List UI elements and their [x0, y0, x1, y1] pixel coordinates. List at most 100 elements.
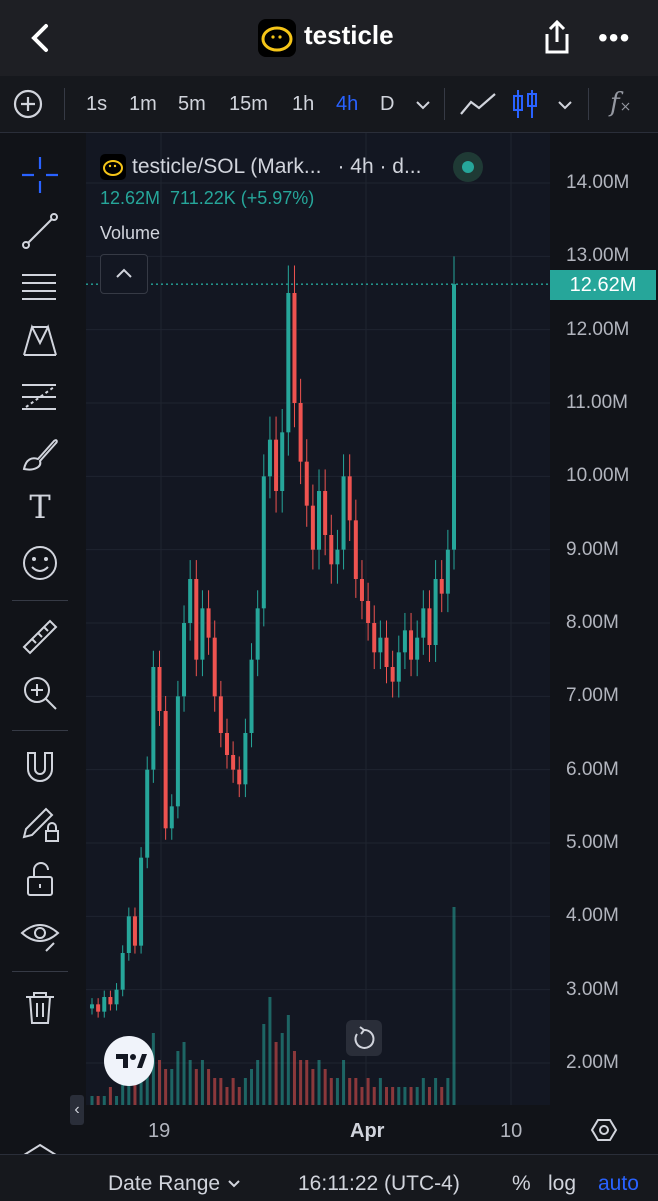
volume-bar — [348, 1078, 352, 1105]
page-title: testicle — [304, 20, 394, 50]
fx-label: f — [610, 88, 620, 118]
candle-body — [317, 491, 322, 550]
timeframe-D[interactable]: D — [380, 93, 395, 115]
magnet-icon[interactable] — [18, 745, 62, 789]
candle-body — [212, 637, 217, 697]
volume-bar — [280, 1033, 284, 1105]
volume-bar — [115, 1096, 119, 1105]
price-tick: 13.00M — [566, 245, 630, 267]
reset-rotate-icon[interactable] — [346, 1020, 382, 1056]
date-range-button[interactable]: Date Range — [108, 1172, 221, 1195]
chevron-down-icon[interactable] — [226, 1178, 242, 1190]
time-tick: Apr — [350, 1120, 385, 1142]
pattern-icon[interactable] — [18, 319, 62, 363]
crosshair-icon[interactable] — [18, 153, 62, 197]
lock-drawing-icon[interactable] — [18, 801, 62, 845]
volume-bar — [157, 1060, 161, 1105]
ruler-icon[interactable] — [18, 615, 62, 659]
more-dots-icon[interactable]: ••• — [598, 22, 631, 53]
candle-body — [175, 696, 180, 807]
clock-time[interactable]: 16:11:22 (UTC-4) — [298, 1172, 460, 1195]
eye-icon[interactable] — [18, 913, 62, 957]
candle-body — [182, 623, 187, 697]
text-tool-icon[interactable]: T — [29, 488, 51, 526]
trash-icon[interactable] — [18, 985, 62, 1029]
candle-body — [359, 579, 364, 601]
chart-pane[interactable] — [86, 133, 550, 1105]
timeframe-5m[interactable]: 5m — [178, 93, 206, 115]
collapse-toolbar-label: ‹ — [74, 1101, 80, 1118]
line-chart-icon[interactable] — [458, 90, 498, 118]
candle-body — [304, 461, 309, 506]
candle-body — [415, 637, 420, 660]
legend-collapse-button[interactable] — [100, 254, 148, 294]
volume-bar — [311, 1069, 315, 1105]
timeframe-1m[interactable]: 1m — [129, 93, 157, 115]
volume-bar — [372, 1087, 376, 1105]
candle-body — [323, 491, 328, 535]
price-tick: 8.00M — [566, 612, 619, 633]
trendline-icon[interactable] — [18, 209, 62, 253]
candle-body — [427, 608, 432, 645]
candle-body — [439, 579, 444, 594]
chevron-down-icon[interactable] — [556, 98, 574, 112]
plus-circle-icon[interactable] — [12, 88, 44, 120]
timeframe-1h[interactable]: 1h — [292, 93, 315, 115]
volume-bar — [335, 1078, 339, 1105]
candle-body — [384, 637, 389, 667]
chevron-up-icon — [116, 268, 132, 278]
candle-body — [255, 608, 260, 660]
price-chart[interactable] — [86, 133, 550, 1105]
current-price-label: 12.62M — [550, 270, 656, 300]
volume-bar — [397, 1087, 401, 1105]
volume-bar — [164, 1069, 168, 1105]
zoom-in-icon[interactable] — [18, 671, 62, 715]
volume-bar — [237, 1087, 241, 1105]
candle-body — [188, 579, 193, 623]
unlock-icon[interactable] — [18, 857, 62, 901]
auto-toggle[interactable]: auto — [598, 1172, 639, 1195]
market-status-dot — [453, 152, 484, 182]
price-tick: 5.00M — [566, 832, 619, 853]
percent-toggle[interactable]: % — [512, 1172, 531, 1195]
candle-body — [329, 535, 334, 565]
timeframe-4h[interactable]: 4h — [336, 93, 359, 115]
volume-bar — [452, 907, 456, 1105]
volume-bar — [421, 1078, 425, 1105]
log-toggle[interactable]: log — [548, 1172, 577, 1195]
prediction-icon[interactable] — [18, 375, 62, 419]
drawing-toolbar: T ‹ — [0, 133, 84, 1200]
volume-bar — [385, 1087, 389, 1105]
back-chevron-icon[interactable] — [26, 18, 56, 58]
brush-icon[interactable] — [18, 431, 62, 475]
price-tick: 14.00M — [566, 172, 630, 193]
timeframe-15m[interactable]: 15m — [229, 93, 268, 115]
candle-body — [261, 476, 266, 609]
tradingview-logo[interactable] — [104, 1036, 154, 1086]
volume-bar — [446, 1078, 450, 1105]
volume-bar — [213, 1078, 217, 1105]
candle-body — [292, 293, 297, 403]
bottom-bar — [0, 1154, 658, 1201]
timeframe-1s[interactable]: 1s — [86, 93, 108, 115]
candlestick-icon[interactable] — [510, 88, 540, 120]
volume-bar — [415, 1087, 419, 1105]
candle-body — [353, 520, 358, 579]
candle-body — [139, 857, 144, 946]
candle-body — [390, 667, 395, 682]
volume-bar — [243, 1078, 247, 1105]
emoji-icon[interactable] — [18, 541, 62, 585]
candle-body — [120, 953, 125, 990]
candle-body — [231, 755, 236, 770]
volume-bar — [403, 1087, 407, 1105]
indicator-volume-label[interactable]: Volume — [100, 223, 161, 243]
fx-icon[interactable]: f× — [610, 88, 632, 118]
chevron-down-icon[interactable] — [414, 98, 432, 112]
symbol-name[interactable]: testicle/SOL (Mark... — [132, 155, 322, 178]
share-icon[interactable] — [540, 18, 574, 56]
settings-hex-icon[interactable] — [590, 1116, 618, 1144]
fib-retracement-icon[interactable] — [18, 265, 62, 309]
collapse-toolbar-button[interactable]: ‹ — [70, 1095, 84, 1125]
volume-bar — [434, 1078, 438, 1105]
volume-bar — [440, 1087, 444, 1105]
